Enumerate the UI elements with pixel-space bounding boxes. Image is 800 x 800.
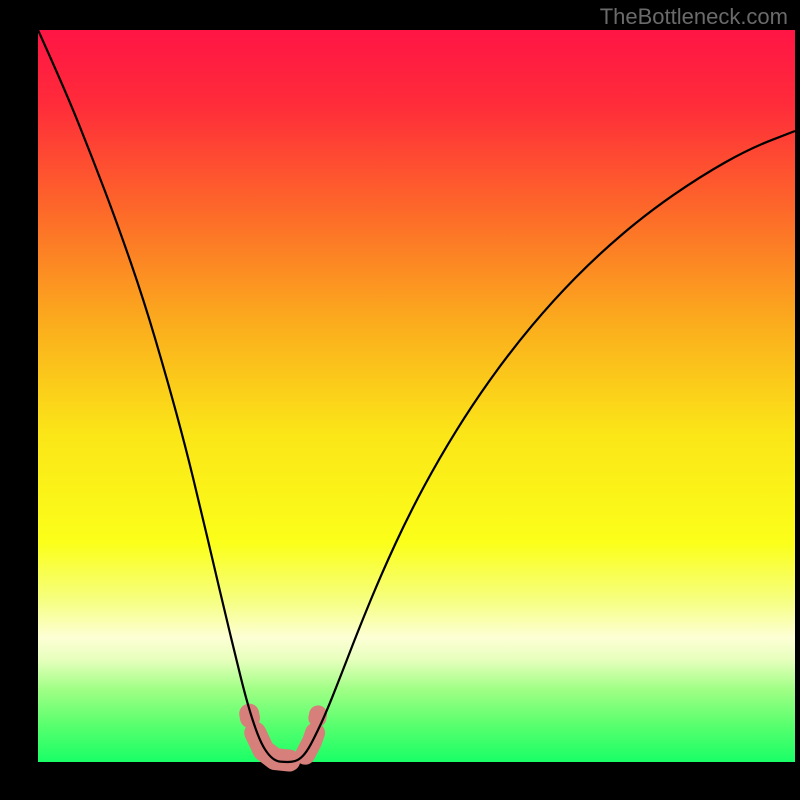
chart-container: TheBottleneck.com [0,0,800,800]
chart-plot [0,0,800,800]
plot-background [38,30,795,762]
watermark-text: TheBottleneck.com [600,4,788,30]
marker-segment-3 [317,714,318,718]
